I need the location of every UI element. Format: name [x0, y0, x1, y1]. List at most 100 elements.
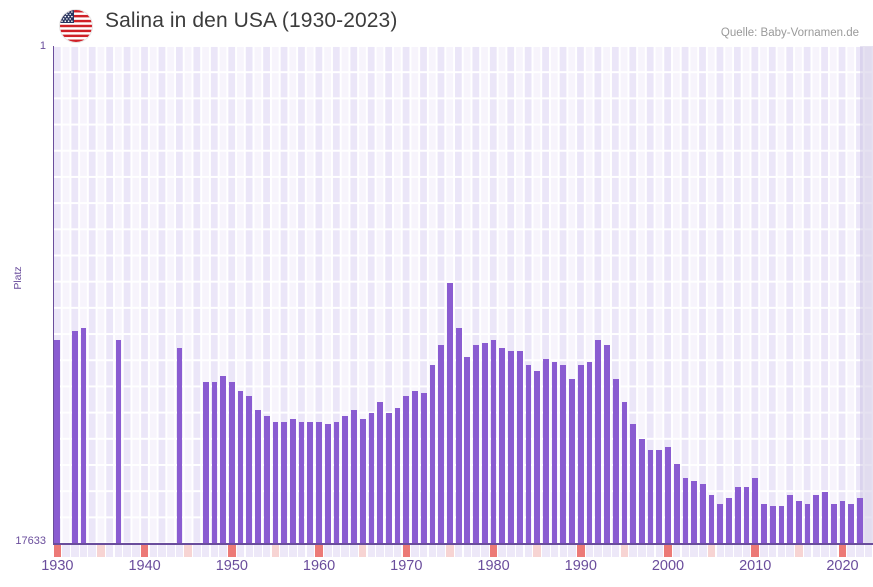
bar: [237, 390, 244, 544]
bar: [586, 362, 593, 544]
x-axis-year-marker: [664, 545, 672, 557]
bar: [752, 478, 759, 544]
x-axis-year-marker: [254, 545, 262, 557]
chart-header: Salina in den USA (1930-2023) Quelle: Ba…: [0, 0, 873, 46]
x-axis-tick-label: 1990: [564, 558, 597, 574]
x-axis-year-marker: [638, 545, 646, 557]
x-axis-year-marker: [289, 545, 297, 557]
x-axis-year-marker: [629, 545, 637, 557]
x-axis-year-marker: [376, 545, 384, 557]
bar: [290, 418, 296, 544]
bar: [743, 486, 750, 544]
x-axis-year-marker: [751, 545, 759, 557]
bar: [525, 365, 532, 544]
x-axis-year-marker: [219, 545, 227, 557]
x-axis-year-marker: [419, 545, 428, 557]
x-axis-year-marker: [681, 545, 690, 557]
x-axis-year-marker: [53, 545, 62, 557]
bar: [307, 421, 314, 544]
x-axis-year-marker: [62, 545, 70, 557]
x-axis-tick-label: 1930: [41, 558, 74, 574]
x-axis-marker-strip: [53, 545, 873, 557]
bar: [473, 345, 479, 544]
bar: [717, 503, 724, 544]
bar: [412, 390, 418, 544]
x-axis-year-marker: [515, 545, 524, 557]
bar: [621, 401, 628, 544]
bar: [368, 413, 375, 544]
x-axis-year-marker: [463, 545, 472, 557]
bar: [228, 382, 235, 544]
grid-lines: [53, 46, 873, 544]
bar: [656, 449, 663, 544]
x-axis-year-marker: [411, 545, 419, 557]
x-axis-year-marker: [533, 545, 541, 557]
bar: [333, 421, 340, 544]
bar: [281, 421, 288, 544]
x-axis-year-marker: [524, 545, 533, 557]
bar: [804, 503, 811, 544]
x-axis-year-marker: [829, 545, 838, 557]
bar: [420, 393, 427, 544]
x-axis-year-marker: [454, 545, 463, 557]
bar: [787, 495, 793, 544]
x-axis-year-marker: [821, 545, 829, 557]
x-axis-year-marker: [358, 545, 367, 557]
x-axis-year-marker: [297, 545, 306, 557]
bar: [255, 410, 261, 544]
bar: [490, 339, 497, 544]
x-axis-year-marker: [184, 545, 192, 557]
x-axis-year-marker: [690, 545, 698, 557]
x-axis-tick-label: 2000: [651, 558, 685, 574]
x-axis-year-marker: [768, 545, 777, 557]
x-axis-year-marker: [446, 545, 454, 557]
bar: [647, 449, 654, 544]
x-axis-tick-label: 1960: [302, 558, 336, 574]
bar: [534, 370, 541, 544]
bar: [673, 463, 680, 544]
bar: [612, 379, 619, 544]
x-axis-tick-label: 2020: [826, 558, 859, 574]
us-flag-icon: [60, 10, 92, 42]
x-axis-year-marker: [324, 545, 332, 557]
bar: [769, 506, 776, 544]
x-axis-year-marker: [577, 545, 585, 557]
bar: [848, 503, 855, 544]
bar: [272, 421, 279, 544]
x-axis-year-marker: [306, 545, 315, 557]
bar: [385, 413, 392, 544]
x-axis-year-marker: [472, 545, 480, 557]
x-axis-year-marker: [594, 545, 602, 557]
x-axis-year-marker: [646, 545, 655, 557]
x-axis-year-marker: [489, 545, 498, 557]
x-axis-year-marker: [734, 545, 742, 557]
x-axis-year-marker: [236, 545, 245, 557]
plot-area: [53, 46, 873, 544]
x-axis-year-marker: [585, 545, 594, 557]
bar: [604, 345, 610, 544]
x-axis-year-marker: [655, 545, 664, 557]
page-title: Salina in den USA (1930-2023): [105, 9, 398, 32]
x-axis-year-marker: [803, 545, 812, 557]
bar: [316, 421, 322, 544]
x-axis-year-marker: [481, 545, 489, 557]
bar: [54, 339, 61, 544]
x-axis-year-marker: [132, 545, 140, 557]
x-axis-year-marker: [140, 545, 149, 557]
bar: [630, 424, 636, 544]
bar: [691, 480, 698, 544]
x-axis-year-marker: [795, 545, 803, 557]
x-axis-year-marker: [367, 545, 376, 557]
x-axis-year-marker: [742, 545, 751, 557]
x-axis-year-marker: [393, 545, 402, 557]
x-axis-year-marker: [786, 545, 794, 557]
bar: [569, 379, 575, 544]
x-axis-year-marker: [245, 545, 254, 557]
bar: [447, 283, 453, 544]
x-axis-year-marker: [777, 545, 786, 557]
bar: [857, 497, 863, 544]
bar: [202, 382, 209, 544]
x-axis-year-marker: [97, 545, 105, 557]
x-axis-year-marker: [847, 545, 855, 557]
x-axis-year-marker: [760, 545, 768, 557]
